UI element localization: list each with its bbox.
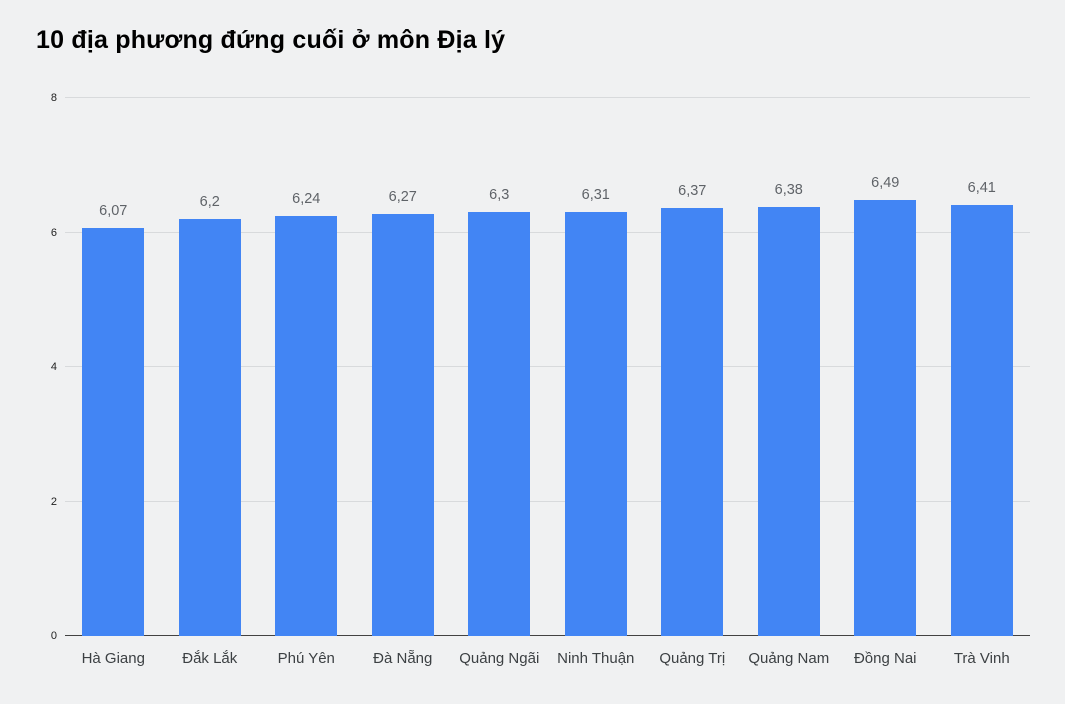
bar-value-label: 6,31 — [581, 186, 610, 203]
x-category-label: Đắk Lắk — [182, 650, 238, 667]
bar[interactable] — [178, 219, 241, 636]
bar[interactable] — [950, 204, 1013, 636]
x-category-label: Đồng Nai — [853, 650, 917, 667]
bar-value-label: 6,41 — [967, 179, 996, 196]
bar-value-label: 6,3 — [489, 187, 510, 204]
gridline — [65, 366, 1030, 367]
bar-column: 6,49 — [837, 98, 934, 636]
x-category-label: Quảng Nam — [748, 650, 830, 667]
bar[interactable] — [564, 211, 627, 636]
chart-title: 10 địa phương đứng cuối ở môn Địa lý — [36, 26, 506, 54]
x-category-label: Hà Giang — [81, 650, 145, 667]
bar-column: 6,38 — [741, 98, 838, 636]
bar-column: 6,31 — [548, 98, 645, 636]
gridline — [65, 500, 1030, 502]
bar-column: 6,27 — [355, 98, 452, 636]
gridline — [65, 97, 1030, 98]
bar[interactable] — [275, 216, 338, 636]
y-tick-label: 6 — [50, 226, 57, 239]
bar-column: 6,41 — [934, 98, 1031, 636]
y-tick-label: 2 — [50, 495, 57, 508]
bar[interactable] — [82, 227, 145, 636]
y-tick-label: 0 — [50, 630, 57, 642]
bar-column: 6,3 — [451, 98, 548, 636]
bar-value-label: 6,38 — [774, 181, 803, 198]
bar-value-label: 6,49 — [871, 174, 900, 191]
bar[interactable] — [468, 212, 531, 636]
bar-value-label: 6,27 — [388, 189, 417, 206]
bar-series: 6,07 6,2 6,24 6,27 6,3 6,31 6,37 6,38 6,49 6,41 — [65, 98, 1030, 636]
y-tick-label: 8 — [50, 92, 57, 104]
x-category-label: Trà Vinh — [953, 650, 1010, 667]
plot-area: 0 2 4 6 8 6,07 6,2 6,24 6,27 6,3 6,31 6,37 6,38 6,49 6… — [51, 92, 1030, 642]
y-tick-label: 4 — [50, 361, 57, 373]
gridline — [65, 231, 1030, 233]
x-category-label: Phú Yên — [277, 650, 335, 667]
x-category-label: Ninh Thuận — [557, 650, 635, 667]
bar-value-label: 6,37 — [678, 182, 707, 199]
bar-column: 6,2 — [162, 98, 259, 636]
x-category-label: Đà Nẵng — [373, 650, 433, 667]
bar-value-label: 6,07 — [99, 202, 128, 219]
x-axis: Hà Giang Đắk Lắk Phú Yên Đà Nẵng Quảng Ngãi N… — [65, 637, 1030, 667]
bar-value-label: 6,2 — [199, 194, 220, 211]
x-category-label: Quảng Ngãi — [459, 650, 540, 667]
bar[interactable] — [757, 206, 820, 636]
bar-value-label: 6,24 — [292, 191, 321, 208]
x-category-label: Quảng Trị — [659, 650, 726, 667]
bar-column: 6,24 — [258, 98, 355, 636]
bar[interactable] — [661, 207, 724, 636]
bar[interactable] — [854, 199, 917, 636]
bar-column: 6,07 — [65, 98, 162, 636]
bar-column: 6,37 — [644, 98, 741, 636]
bar[interactable] — [371, 214, 434, 636]
axis-baseline — [65, 635, 1030, 636]
